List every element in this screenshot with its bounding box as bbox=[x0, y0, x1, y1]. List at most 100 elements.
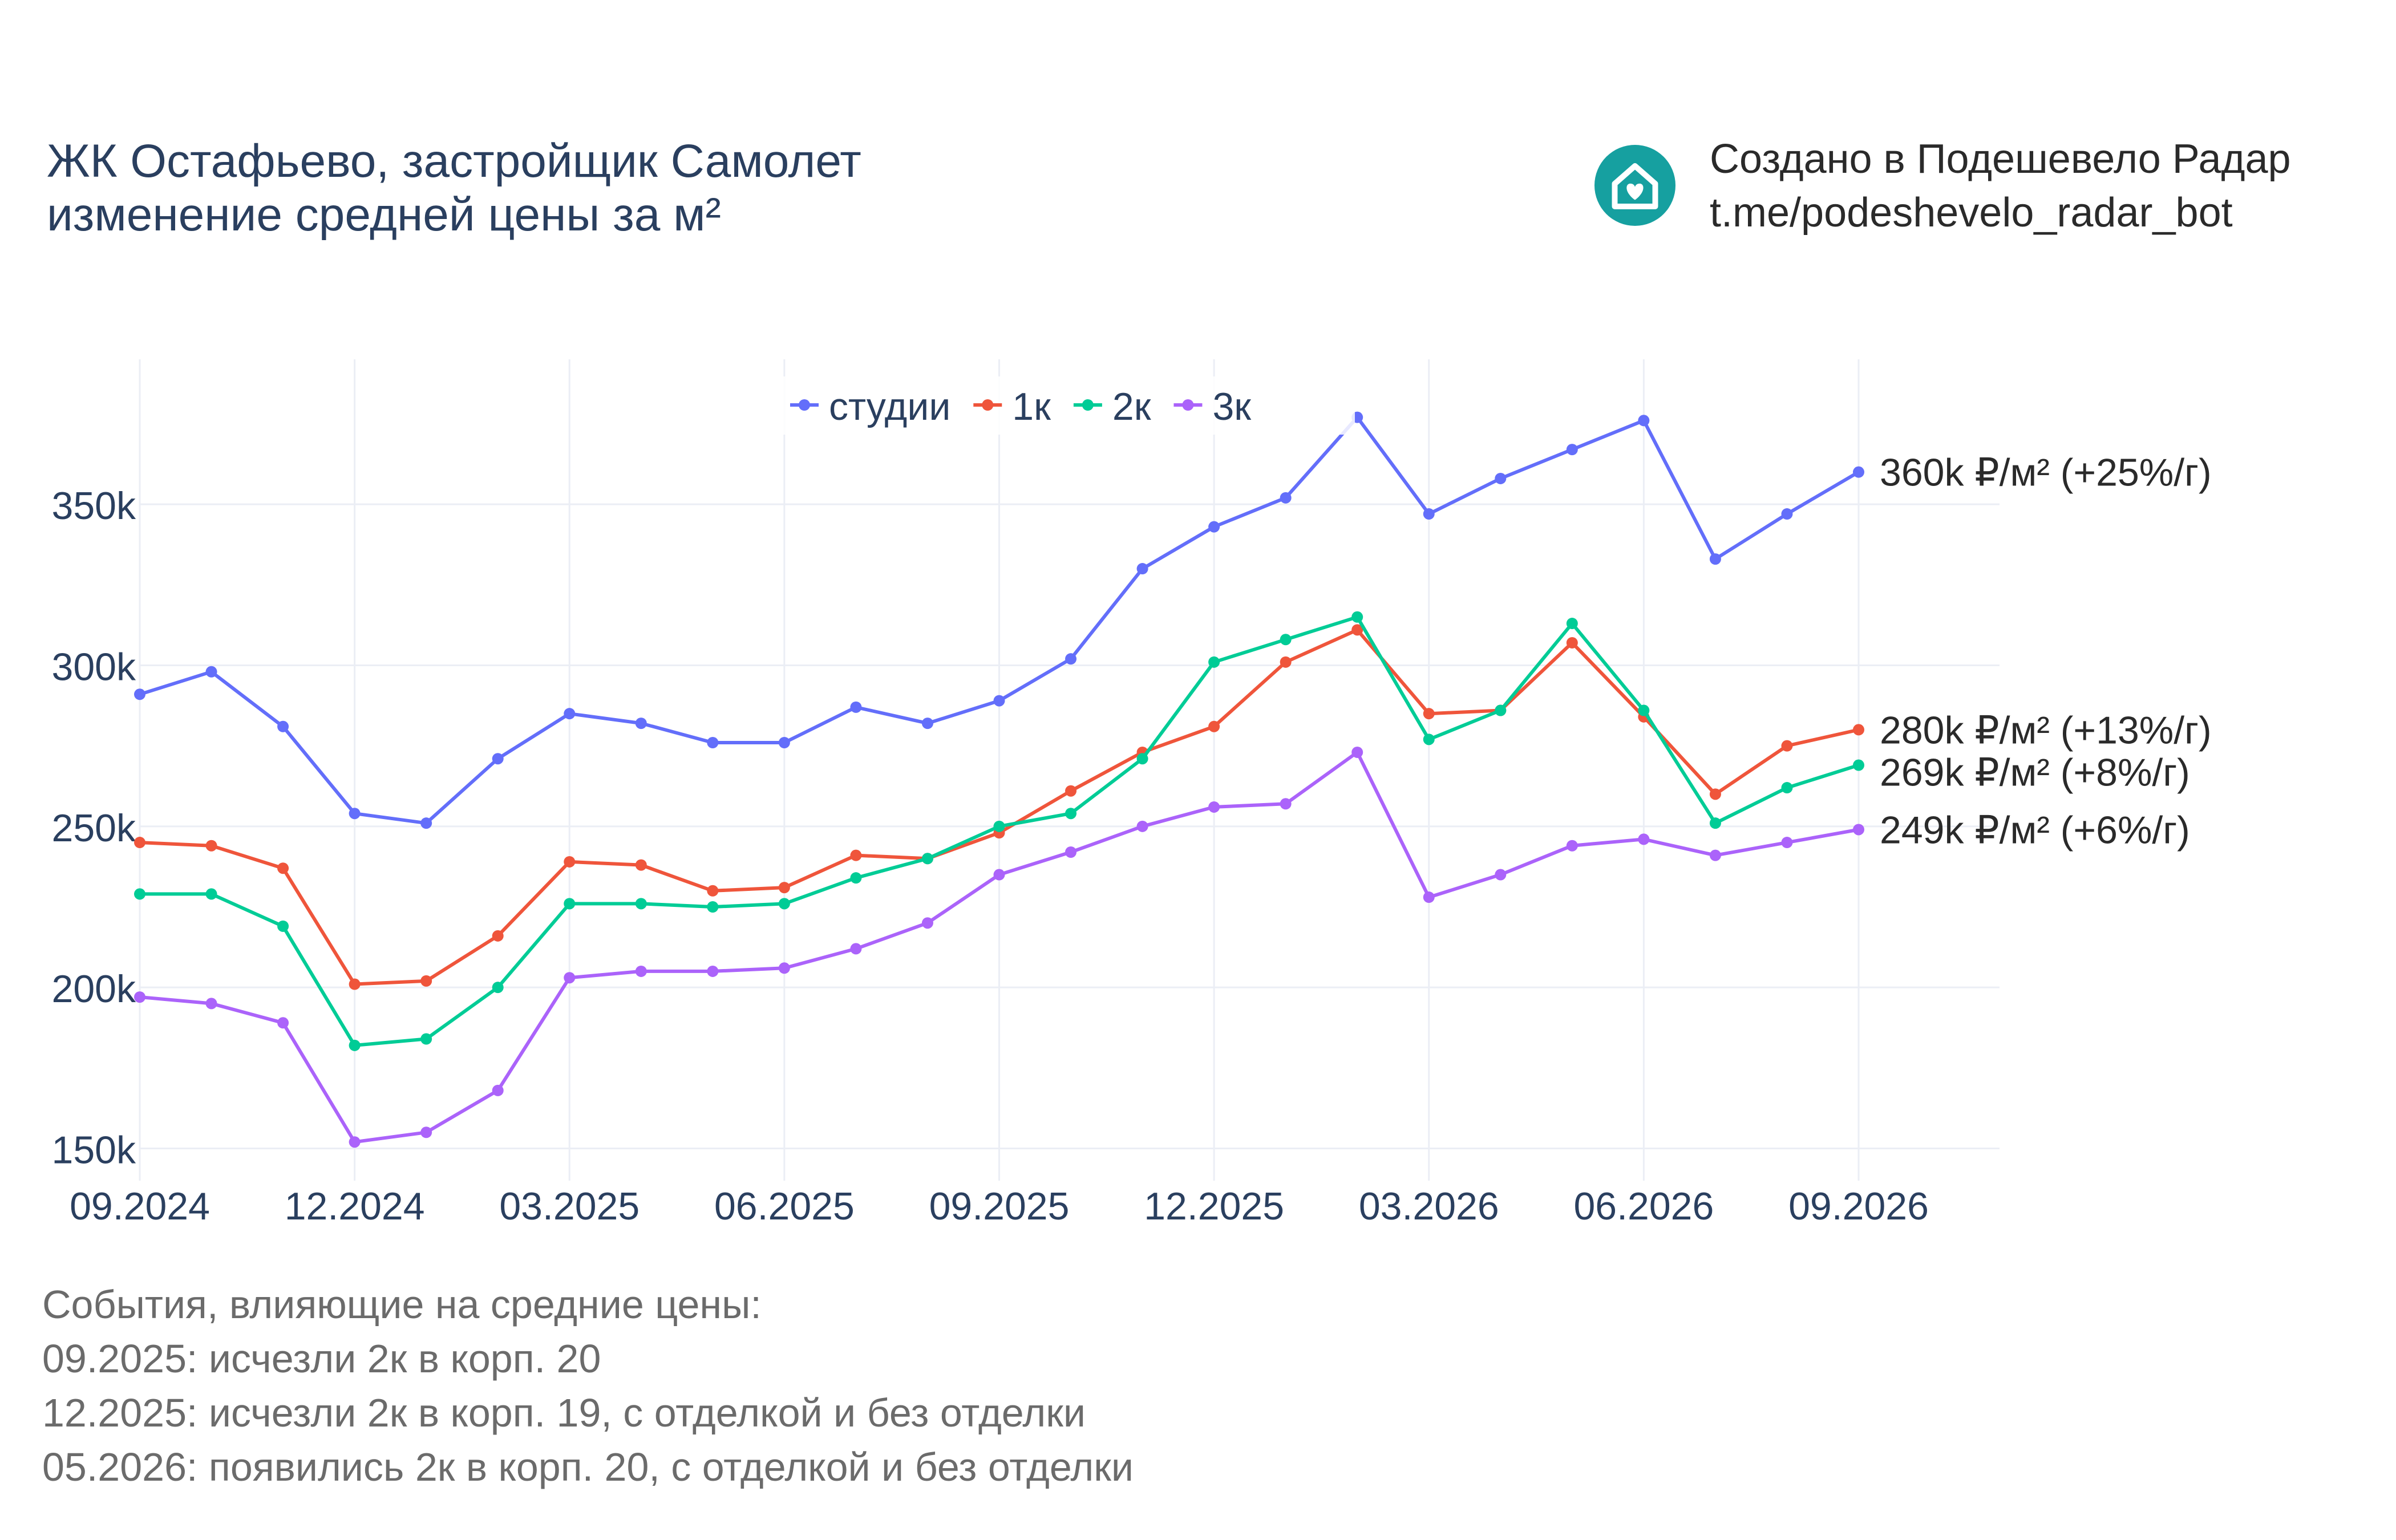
brand-name: Создано в Подешевело Радар bbox=[1710, 136, 2291, 182]
series-0 bbox=[134, 411, 1864, 829]
data-point bbox=[1566, 840, 1578, 852]
x-tick-label: 06.2025 bbox=[714, 1185, 855, 1228]
y-tick-label: 300k bbox=[52, 645, 136, 688]
data-point bbox=[1495, 869, 1507, 881]
data-point bbox=[1423, 733, 1435, 745]
data-point bbox=[1566, 637, 1578, 649]
x-tick-label: 03.2026 bbox=[1359, 1185, 1499, 1228]
legend-swatch-dot bbox=[982, 399, 994, 411]
series-group bbox=[134, 411, 1864, 1148]
x-tick-label: 06.2026 bbox=[1573, 1185, 1714, 1228]
legend-item: 2к bbox=[1073, 385, 1152, 428]
data-point bbox=[1136, 563, 1148, 575]
series-3 bbox=[134, 746, 1864, 1148]
data-point bbox=[277, 920, 289, 932]
data-point bbox=[707, 885, 719, 897]
y-axis-ticks: 150k 200k 250k 300k 350k bbox=[52, 484, 136, 1172]
y-tick-label: 200k bbox=[52, 967, 136, 1011]
data-point bbox=[1781, 740, 1793, 752]
event-item: 09.2025: исчезли 2к в корп. 20 bbox=[42, 1336, 601, 1381]
data-point bbox=[1280, 492, 1292, 504]
data-point bbox=[921, 853, 933, 865]
data-point bbox=[707, 965, 719, 977]
data-point bbox=[1638, 833, 1650, 845]
data-point bbox=[921, 718, 933, 730]
data-point bbox=[850, 701, 862, 713]
y-tick-label: 150k bbox=[52, 1129, 136, 1172]
data-point bbox=[277, 720, 289, 732]
data-point bbox=[1566, 618, 1578, 630]
data-point bbox=[1709, 553, 1721, 565]
data-point bbox=[635, 718, 647, 730]
data-point bbox=[1638, 704, 1650, 716]
end-labels: 360k ₽/м² (+25%/г) 280k ₽/м² (+13%/г)269k… bbox=[1880, 451, 2212, 852]
legend-label: 3к bbox=[1212, 385, 1252, 428]
brand-link[interactable]: t.me/podeshevelo_radar_bot bbox=[1710, 190, 2233, 236]
data-point bbox=[420, 975, 432, 987]
x-tick-label: 12.2024 bbox=[285, 1185, 425, 1228]
data-point bbox=[492, 930, 504, 942]
end-value-label: 249k ₽/м² (+6%/г) bbox=[1880, 808, 2190, 852]
data-point bbox=[420, 817, 432, 829]
data-point bbox=[1495, 472, 1507, 484]
data-point bbox=[850, 872, 862, 884]
x-tick-label: 12.2025 bbox=[1144, 1185, 1284, 1228]
data-point bbox=[1638, 415, 1650, 427]
data-point bbox=[1709, 849, 1721, 861]
data-point bbox=[993, 869, 1005, 881]
data-point bbox=[1853, 466, 1864, 478]
data-point bbox=[564, 856, 576, 868]
data-point bbox=[1065, 846, 1077, 858]
data-point bbox=[1423, 708, 1435, 720]
data-point bbox=[205, 888, 217, 900]
data-point bbox=[993, 695, 1005, 707]
data-point bbox=[492, 1084, 504, 1096]
end-value-label: 360k ₽/м² (+25%/г) bbox=[1880, 451, 2212, 495]
data-point bbox=[1065, 785, 1077, 797]
series-2 bbox=[134, 611, 1864, 1051]
data-point bbox=[564, 708, 576, 720]
data-point bbox=[1208, 656, 1220, 668]
legend-label: студии bbox=[829, 385, 950, 428]
data-point bbox=[1781, 837, 1793, 849]
legend-item: студии bbox=[790, 385, 950, 428]
data-point bbox=[1136, 753, 1148, 765]
data-point bbox=[778, 882, 790, 894]
data-point bbox=[707, 901, 719, 913]
data-point bbox=[1136, 820, 1148, 832]
data-point bbox=[134, 688, 145, 700]
data-point bbox=[1065, 653, 1077, 665]
data-point bbox=[1709, 788, 1721, 800]
end-value-label: 280k ₽/м² (+13%/г) bbox=[1880, 708, 2212, 752]
data-point bbox=[1280, 798, 1292, 810]
data-point bbox=[635, 898, 647, 910]
data-point bbox=[635, 859, 647, 871]
events-heading: События, влияющие на средние цены: bbox=[42, 1282, 762, 1327]
data-point bbox=[492, 982, 504, 994]
data-point bbox=[778, 737, 790, 748]
data-point bbox=[993, 820, 1005, 832]
data-point bbox=[1781, 782, 1793, 794]
legend-label: 1к bbox=[1012, 385, 1051, 428]
legend-swatch-dot bbox=[1082, 399, 1094, 411]
brand-caption: Создано в Подешевело Радар t.me/podeshev… bbox=[1710, 132, 2291, 240]
data-point bbox=[134, 837, 145, 849]
data-point bbox=[420, 1033, 432, 1045]
end-value-label: 269k ₽/м² (+8%/г) bbox=[1880, 751, 2190, 794]
data-point bbox=[134, 991, 145, 1003]
y-tick-label: 250k bbox=[52, 807, 136, 850]
legend-label: 2к bbox=[1112, 385, 1152, 428]
x-tick-label: 09.2025 bbox=[929, 1185, 1070, 1228]
data-point bbox=[1351, 611, 1363, 623]
event-item: 05.2026: появились 2к в корп. 20, с отде… bbox=[42, 1445, 1134, 1489]
data-point bbox=[349, 808, 361, 820]
data-point bbox=[1351, 624, 1363, 636]
x-tick-label: 09.2026 bbox=[1788, 1185, 1929, 1228]
data-point bbox=[921, 917, 933, 929]
data-point bbox=[349, 1136, 361, 1148]
data-point bbox=[420, 1126, 432, 1138]
chart-title-line-2: изменение средней цены за м² bbox=[47, 189, 721, 241]
data-point bbox=[778, 898, 790, 910]
x-tick-label: 09.2024 bbox=[70, 1185, 210, 1228]
